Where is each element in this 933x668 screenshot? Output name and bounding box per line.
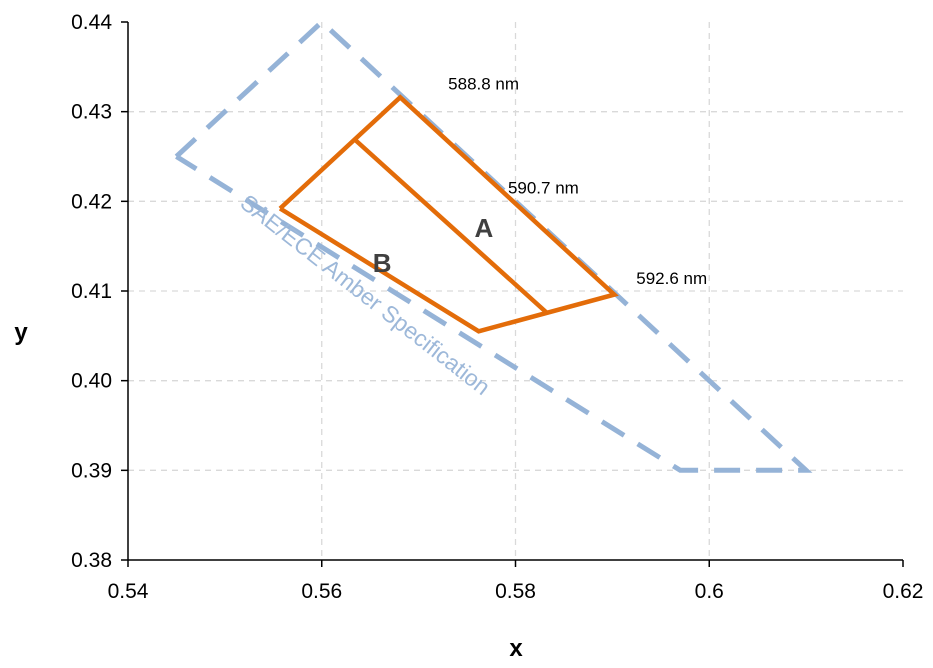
y-tick-label: 0.40	[71, 370, 112, 393]
x-tick-label: 0.54	[108, 580, 149, 603]
y-tick-label: 0.38	[71, 549, 112, 572]
wavelength-label: 592.6 nm	[636, 269, 707, 288]
spec-label: SAE/ECE Amber Specification	[236, 189, 496, 400]
x-tick-label: 0.62	[883, 580, 924, 603]
x-tick-label: 0.56	[301, 580, 342, 603]
y-axis-title: y	[14, 319, 28, 346]
y-tick-label: 0.42	[71, 190, 112, 213]
wavelength-label: 590.7 nm	[508, 179, 579, 198]
y-tick-label: 0.44	[71, 11, 112, 34]
series-line-2	[353, 137, 549, 315]
series-layer	[174, 18, 813, 473]
y-tick-label: 0.41	[71, 280, 112, 303]
region-label-b: B	[373, 248, 392, 278]
grid-lines	[128, 22, 903, 560]
series-line-1	[278, 94, 619, 334]
region-label-a: A	[474, 213, 493, 243]
y-tick-label: 0.43	[71, 101, 112, 124]
series-line-0	[174, 18, 813, 473]
wavelength-label: 588.8 nm	[448, 75, 519, 94]
x-axis-title: x	[509, 635, 523, 662]
x-tick-label: 0.6	[695, 580, 724, 603]
tick-labels: 0.54 0.56 0.58 0.6 0.62 0.38 0.39 0.40 0.41 0.42 0…	[71, 11, 923, 603]
x-tick-label: 0.58	[495, 580, 536, 603]
axes	[121, 21, 904, 567]
y-tick-label: 0.39	[71, 459, 112, 482]
